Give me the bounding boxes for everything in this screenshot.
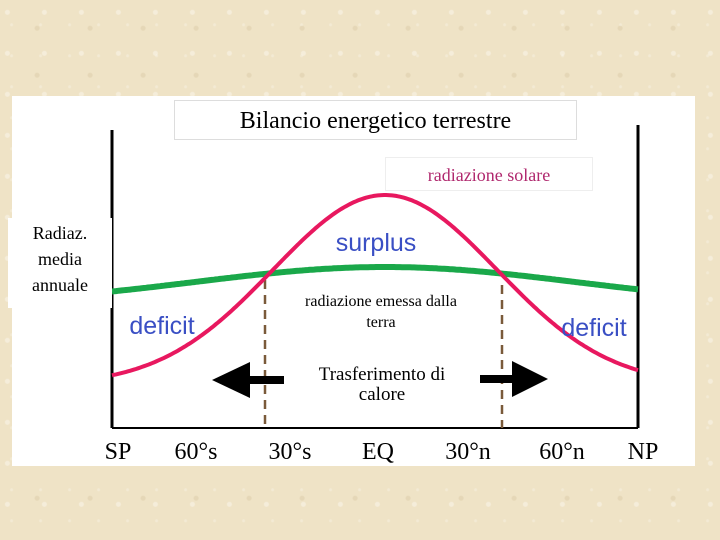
surplus-label: surplus (336, 229, 417, 257)
y-axis-label: Radiaz. media annuale (8, 218, 112, 308)
x-axis-labels: SP 60°s 30°s EQ 30°n 60°n NP (105, 439, 659, 465)
x-axis-label: 60°s (175, 439, 218, 465)
emitted-radiation-label-line: radiazione emessa dalla (305, 293, 457, 310)
solar-radiation-curve (111, 193, 639, 378)
heat-transfer-label-line: calore (358, 384, 406, 405)
x-axis-label: 30°n (445, 439, 491, 465)
x-axis-label: NP (628, 439, 659, 465)
y-axis-label-line: media (38, 249, 82, 269)
left-arrow (212, 362, 286, 398)
y-axis-label-line: annuale (32, 275, 88, 295)
diagram-title: Bilancio energetico terrestre (174, 100, 577, 140)
emitted-radiation-label-line: terra (366, 314, 396, 331)
emitted-radiation-label: radiazione emessa dalla terra (270, 285, 492, 343)
x-axis-label: EQ (362, 439, 394, 465)
deficit-left-label: deficit (129, 312, 194, 340)
x-axis-label: 30°s (269, 439, 312, 465)
y-axis-label-line: Radiaz. (32, 223, 88, 243)
deficit-right-label: deficit (561, 314, 626, 342)
right-arrow (478, 361, 548, 397)
x-axis-label: SP (105, 439, 132, 465)
emitted-radiation-curve (111, 264, 639, 295)
heat-transfer-label: Trasferimento di calore (284, 356, 480, 412)
heat-transfer-label-line: Trasferimento di (318, 364, 446, 385)
solar-radiation-label: radiazione solare (385, 157, 593, 191)
x-axis-label: 60°n (539, 439, 585, 465)
